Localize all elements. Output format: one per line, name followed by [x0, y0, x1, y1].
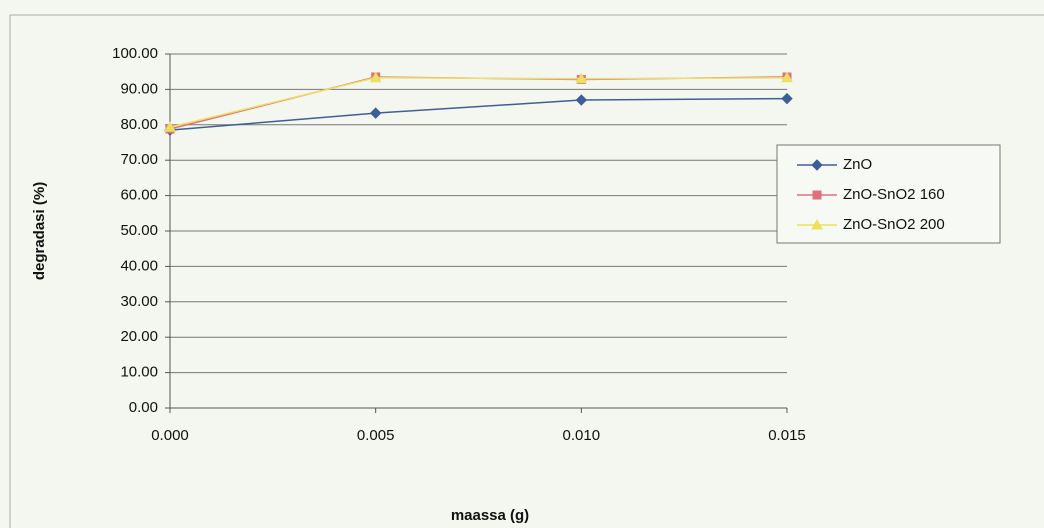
legend-label: ZnO [843, 156, 872, 173]
x-tick-label: 0.005 [357, 427, 395, 444]
x-tick-label: 0.015 [768, 427, 806, 444]
y-tick-label: 10.00 [120, 364, 158, 381]
legend-label: ZnO-SnO2 200 [843, 216, 945, 233]
y-tick-label: 90.00 [120, 80, 158, 97]
y-tick-label: 50.00 [120, 222, 158, 239]
y-axis-title: degradasi (%) [31, 182, 48, 280]
y-tick-label: 100.00 [112, 45, 158, 62]
y-tick-label: 40.00 [120, 257, 158, 274]
legend-label: ZnO-SnO2 160 [843, 186, 945, 203]
y-tick-label: 20.00 [120, 328, 158, 345]
x-axis-title: maassa (g) [451, 507, 529, 524]
y-tick-label: 60.00 [120, 187, 158, 204]
y-tick-label: 30.00 [120, 293, 158, 310]
y-tick-label: 0.00 [129, 399, 158, 416]
x-tick-label: 0.010 [563, 427, 601, 444]
marker [813, 191, 821, 199]
chart: maassa (g) degradasi (%) 0.00 10.00 20.00 3… [0, 0, 1044, 528]
x-tick-label: 0.000 [151, 427, 189, 444]
y-tick-label: 80.00 [120, 116, 158, 133]
y-tick-label: 70.00 [120, 151, 158, 168]
